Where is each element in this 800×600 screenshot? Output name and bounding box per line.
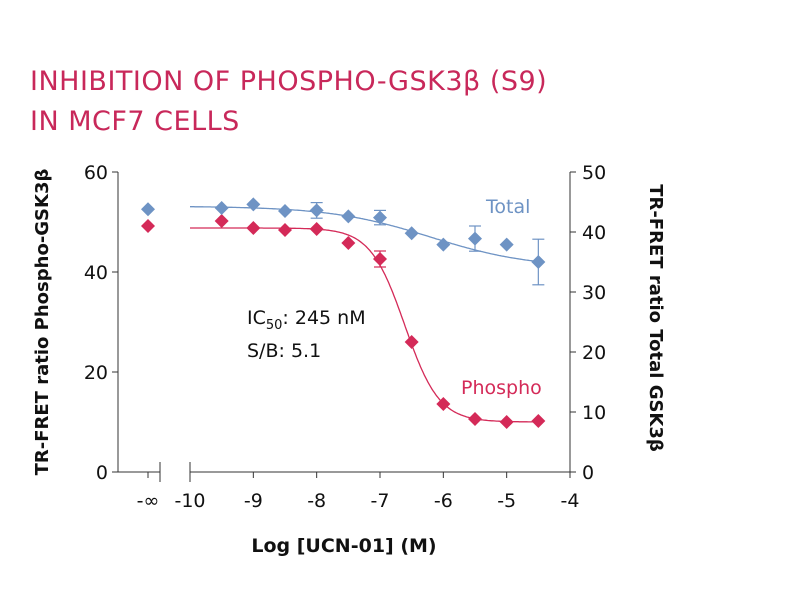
x-tick-label: -6: [434, 490, 453, 512]
y-left-tick-label: 0: [96, 462, 108, 484]
y-axis-left-label: TR-FRET ratio Phospho-GSK3β: [32, 169, 53, 476]
total-data-point: [309, 203, 324, 218]
total-data-point: [436, 237, 451, 252]
phospho-data-point: [278, 223, 292, 237]
x-tick-label: -7: [371, 490, 390, 512]
phospho-data-point: [404, 335, 419, 349]
x-tick-label: -5: [497, 490, 516, 512]
phospho-data-point: [214, 214, 229, 228]
total-data-point: [341, 209, 356, 224]
total-data-point: [404, 226, 419, 241]
phospho-data-point: [499, 415, 514, 429]
y-right-tick-label: 0: [582, 462, 594, 484]
y-axis-right-label: TR-FRET ratio Total GSK3β: [645, 184, 666, 452]
total-data-point: [468, 231, 482, 246]
y-right-tick-label: 10: [582, 402, 606, 424]
total-data-point: [531, 255, 546, 269]
total-neg-inf-point: [141, 202, 155, 217]
phospho-data-point: [436, 397, 451, 411]
chart-title-line-1: INHIBITION OF PHOSPHO-GSK3β (S9): [30, 66, 548, 97]
sb-annotation: S/B: 5.1: [247, 340, 321, 362]
phospho-neg-inf-point: [141, 219, 155, 233]
phospho-data-point: [373, 252, 387, 266]
phospho-data-point: [309, 222, 324, 236]
x-tick-label: -9: [244, 490, 263, 512]
y-left-tick-label: 20: [84, 362, 108, 384]
x-axis-label: Log [UCN-01] (M): [251, 535, 436, 557]
total-data-point: [214, 201, 229, 215]
phospho-data-point: [341, 236, 356, 250]
chart-title-line-2: IN MCF7 CELLS: [30, 106, 240, 137]
phospho-data-point: [468, 412, 482, 426]
phospho-data-point: [531, 414, 546, 428]
y-right-tick-label: 50: [582, 162, 606, 184]
x-tick-label: -8: [307, 490, 326, 512]
y-right-tick-label: 40: [582, 222, 606, 244]
y-right-tick-label: 30: [582, 282, 606, 304]
total-data-point: [278, 204, 292, 218]
phospho-data-point: [246, 221, 261, 235]
total-series-label: Total: [485, 196, 530, 218]
ic50-annotation: IC50: 245 nM: [247, 307, 366, 333]
total-data-point: [373, 210, 387, 225]
y-left-tick-label: 60: [84, 162, 108, 184]
x-tick-label: -4: [561, 490, 580, 512]
x-tick-label: -10: [174, 490, 205, 512]
chart-title: INHIBITION OF PHOSPHO-GSK3β (S9) IN MCF7…: [30, 62, 547, 142]
phospho-series-label: Phospho: [461, 377, 542, 399]
x-tick-label-neg-inf: -∞: [137, 490, 160, 512]
y-left-tick-label: 40: [84, 262, 108, 284]
total-data-point: [246, 197, 261, 212]
total-data-point: [499, 237, 514, 252]
y-right-tick-label: 20: [582, 342, 606, 364]
